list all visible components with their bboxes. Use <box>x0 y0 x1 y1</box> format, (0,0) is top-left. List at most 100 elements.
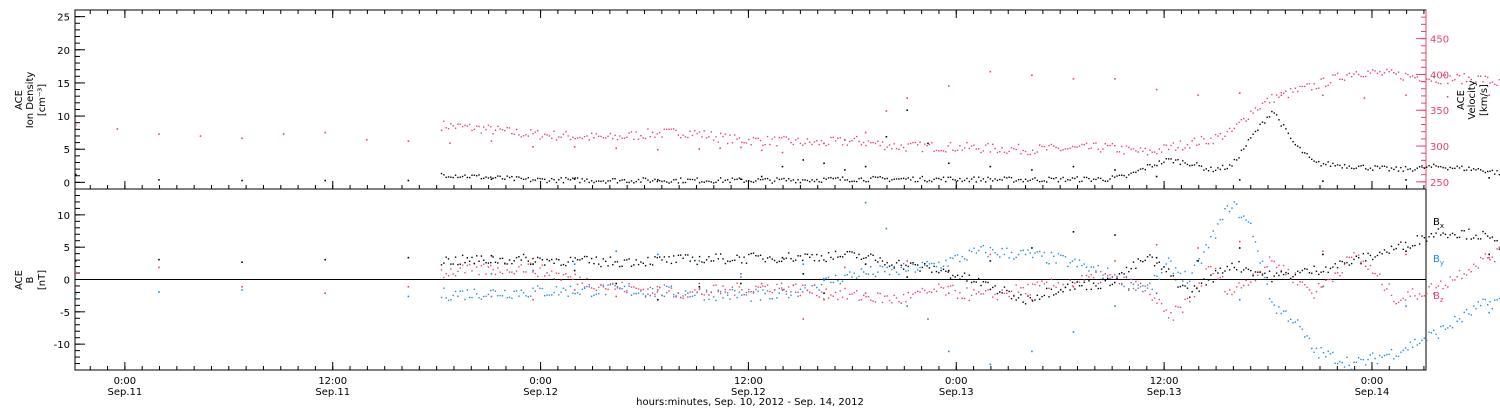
by-point <box>1006 247 1008 249</box>
density-point <box>1029 179 1031 181</box>
velocity-point <box>729 134 731 136</box>
bx-point <box>935 270 938 273</box>
bz-point <box>1266 266 1268 268</box>
density-point <box>935 177 938 179</box>
bz-point <box>1160 302 1163 305</box>
by-point <box>1189 280 1191 283</box>
velocity-point-anchor <box>906 97 908 99</box>
bx-point <box>1440 234 1442 236</box>
density-point <box>612 178 614 180</box>
velocity-point-anchor <box>449 142 451 145</box>
velocity-point <box>1022 149 1024 152</box>
velocity-point <box>1231 130 1233 132</box>
density-point <box>717 179 720 182</box>
velocity-point <box>696 132 698 135</box>
bx-point <box>748 253 750 256</box>
density-point <box>1125 176 1128 179</box>
density-point <box>1064 180 1067 183</box>
velocity-point <box>454 127 457 129</box>
bz-point <box>757 286 759 288</box>
bx-point <box>572 260 574 263</box>
bz-point <box>1343 263 1346 266</box>
bx-point <box>818 260 820 262</box>
bx-point <box>1343 262 1346 264</box>
bx-point <box>520 259 522 261</box>
by-point <box>473 288 476 291</box>
velocity-point <box>935 149 938 152</box>
density-point <box>1463 169 1465 172</box>
bx-point <box>1379 251 1381 254</box>
bz-point <box>1186 297 1189 300</box>
bx-point <box>1411 245 1414 247</box>
bz-point <box>722 285 724 287</box>
by-point <box>1055 262 1057 264</box>
bz-point <box>1414 295 1416 297</box>
density-point <box>487 177 490 179</box>
density-point <box>1257 129 1259 131</box>
bz-point-anchor <box>490 295 493 298</box>
x-tick-time: 12:00 <box>1150 376 1179 387</box>
bx-point <box>1020 293 1022 296</box>
bx-point <box>1017 297 1020 299</box>
bz-point <box>905 301 907 303</box>
by-point <box>536 285 539 287</box>
by-point <box>534 290 537 292</box>
velocity-point <box>680 136 682 139</box>
velocity-point-anchor <box>365 138 368 141</box>
velocity-point <box>874 142 877 145</box>
bx-point <box>977 277 980 280</box>
by-point <box>1102 277 1104 279</box>
bx-point <box>682 257 684 260</box>
by-point <box>705 289 708 291</box>
by-point-anchor <box>885 227 888 230</box>
velocity-point <box>1353 73 1355 75</box>
velocity-point <box>982 150 985 152</box>
by-point <box>1062 254 1064 257</box>
bz-point <box>886 295 888 297</box>
bx-point <box>459 263 461 265</box>
by-point <box>1461 321 1463 323</box>
density-point <box>468 176 471 179</box>
velocity-point <box>475 125 478 127</box>
density-point <box>1247 139 1250 141</box>
by-point <box>1214 237 1217 239</box>
bz-point <box>994 293 996 296</box>
bx-point-anchor <box>947 269 950 272</box>
by-point <box>511 297 513 299</box>
density-point <box>1451 167 1454 170</box>
bz-point <box>1121 282 1123 285</box>
velocity-point <box>1031 149 1034 152</box>
by-point <box>457 295 459 298</box>
density-point <box>600 180 602 183</box>
density-point <box>605 182 607 184</box>
by-point <box>1292 322 1294 324</box>
by-point <box>865 273 867 275</box>
density-point <box>1433 163 1435 166</box>
density-point <box>1369 167 1372 169</box>
bz-point <box>1379 273 1381 275</box>
bz-point <box>860 299 863 301</box>
by-point <box>1287 320 1290 322</box>
velocity-point <box>816 140 818 142</box>
density-point <box>651 180 654 182</box>
bz-point <box>586 277 588 280</box>
density-point <box>1245 145 1247 147</box>
velocity-point <box>992 143 994 145</box>
by-point <box>1456 320 1458 322</box>
velocity-point <box>914 141 917 144</box>
velocity-point-anchor <box>615 147 617 150</box>
by-point <box>633 292 635 295</box>
density-point <box>574 177 576 179</box>
bx-point <box>895 262 898 264</box>
by-point <box>1444 328 1447 330</box>
velocity-point <box>780 137 783 139</box>
bx-point-anchor <box>532 263 534 265</box>
by-point <box>1057 253 1060 255</box>
by-point <box>574 292 576 295</box>
bz-point <box>1189 300 1191 303</box>
bx-point <box>1233 266 1236 269</box>
bz-point <box>1233 291 1236 293</box>
density-point <box>539 177 541 180</box>
by-point <box>579 293 581 296</box>
